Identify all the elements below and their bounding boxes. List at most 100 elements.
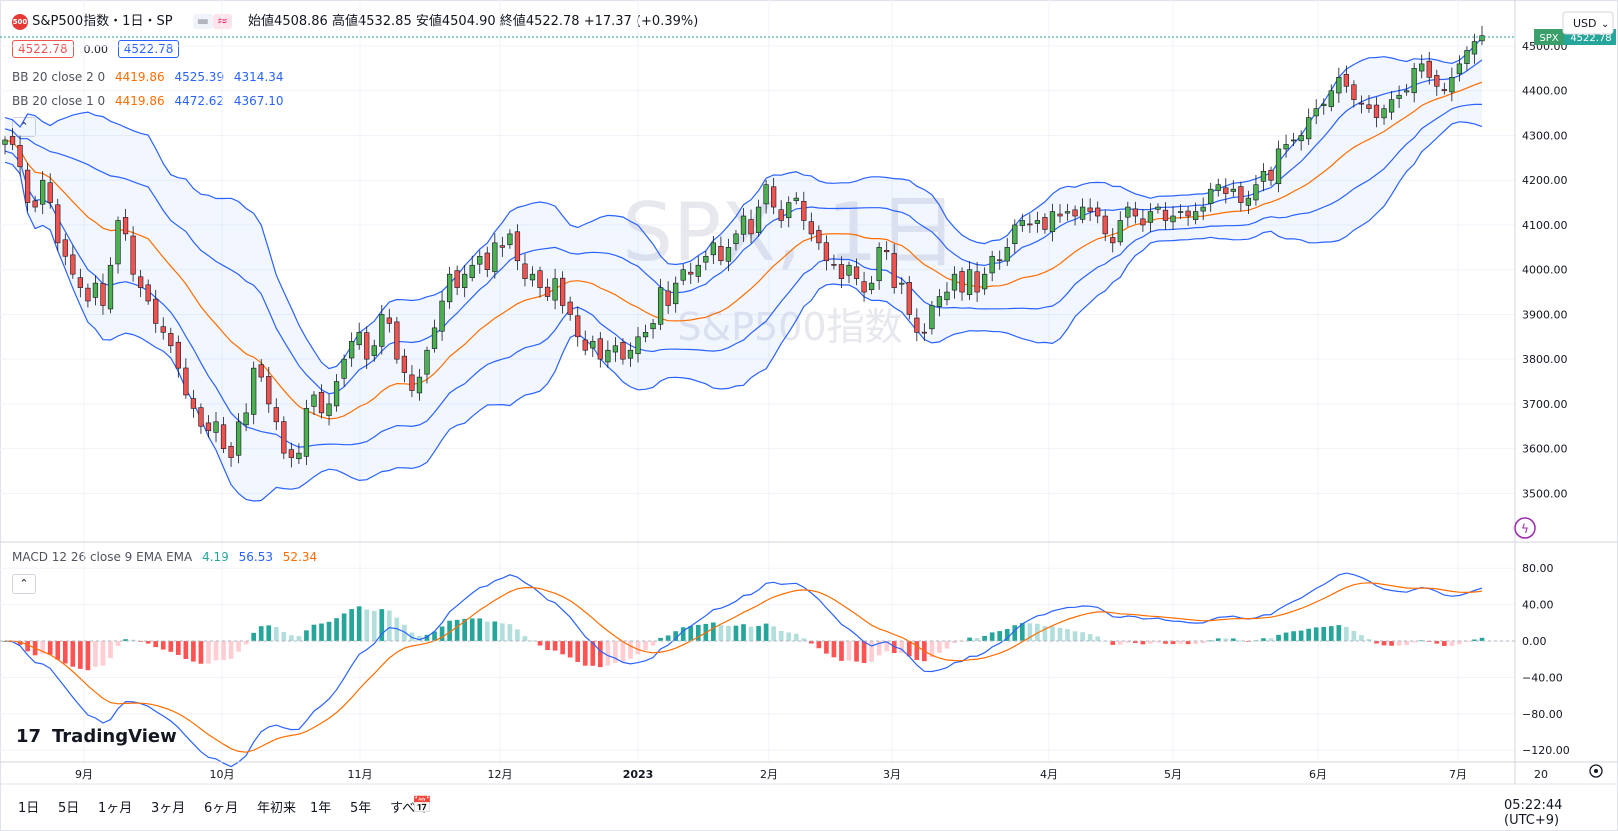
candle-body xyxy=(220,424,227,449)
macd-histogram-bar xyxy=(1328,626,1334,641)
settings-gear-icon[interactable] xyxy=(1589,764,1603,778)
macd-histogram-bar xyxy=(613,641,618,663)
time-tick-label: 3月 xyxy=(883,768,901,781)
candle-body xyxy=(213,421,219,433)
candle-body xyxy=(868,282,875,291)
symbol-title[interactable]: S&P500指数・1日・SP xyxy=(32,14,173,29)
tradingview-logo-icon[interactable]: 𝟭𝟳 xyxy=(16,726,41,747)
candle-body xyxy=(122,217,129,235)
macd-histogram-bar xyxy=(311,624,317,641)
compare-icon[interactable]: ▬ xyxy=(192,14,213,29)
macd-histogram-bar xyxy=(974,637,980,641)
currency-button[interactable] xyxy=(1562,11,1614,35)
candle-body xyxy=(484,252,490,270)
candle-body xyxy=(740,215,747,235)
time-tick-label: 5月 xyxy=(1164,768,1182,781)
macd-histogram-bar xyxy=(937,641,942,653)
price-tick-label: 4400.00 xyxy=(1522,85,1568,98)
macd-histogram-bar xyxy=(221,641,226,660)
macd-histogram-bar xyxy=(198,641,204,664)
macd-histogram-bar xyxy=(1336,625,1342,641)
macd-histogram-bar xyxy=(711,622,716,641)
timeframe-button[interactable]: 1日 xyxy=(18,801,40,816)
candle-body xyxy=(1125,206,1131,218)
candle-body xyxy=(1200,206,1206,212)
price-tick-label: 3900.00 xyxy=(1522,308,1568,321)
macd-histogram-bar xyxy=(816,641,822,649)
candle-body xyxy=(522,263,528,279)
macd-histogram-bar xyxy=(718,625,724,641)
macd-histogram-bar xyxy=(1283,632,1289,641)
macd-label: MACD 12 26 close 9 EMA EMA xyxy=(12,550,193,564)
timeframe-button[interactable]: 6ヶ月 xyxy=(204,801,239,816)
timeframe-button[interactable]: すべて xyxy=(390,801,428,816)
candle-body xyxy=(808,221,814,235)
macd-histogram-bar xyxy=(424,634,430,641)
macd-histogram-bar xyxy=(726,625,731,641)
collapse-legend-icon[interactable]: ⌃ xyxy=(12,117,36,137)
candle-body xyxy=(1419,63,1425,72)
candle-body xyxy=(1381,108,1387,119)
candle-body xyxy=(1117,220,1123,243)
timeframe-button[interactable]: 1ヶ月 xyxy=(98,801,133,816)
clock-display[interactable]: 05:22:44 (UTC+9) xyxy=(1504,798,1563,828)
bb2-basis: 4419.86 xyxy=(115,70,165,84)
price-axis[interactable]: 4500.004400.004300.004200.004100.004000.… xyxy=(1522,40,1568,500)
time-axis[interactable]: 9月 10月 11月 12月 2023 2月 3月 4月 5月 6月 7月 20 xyxy=(75,768,1548,781)
bb1-upper: 4472.62 xyxy=(174,94,225,108)
macd-histogram-bar xyxy=(763,623,769,641)
candle-body xyxy=(1027,223,1033,226)
macd-histogram-bar xyxy=(1019,623,1025,641)
candle-body xyxy=(145,284,151,302)
price-tick-label: 4300.00 xyxy=(1522,129,1568,142)
candle-body xyxy=(235,421,242,456)
timeframe-button[interactable]: 5日 xyxy=(58,801,80,816)
bb1-upper-line xyxy=(4,59,1483,395)
lightning-icon[interactable] xyxy=(1514,517,1536,539)
price-tick-label: 3700.00 xyxy=(1522,398,1568,411)
collapse-macd-icon[interactable]: ⌃ xyxy=(12,574,36,594)
bb2-legend[interactable]: BB 20 close 2 0 4419.86 4525.39 4314.34 xyxy=(12,70,284,84)
watermark-symbol: SPX, 1日 xyxy=(622,186,958,279)
change-value: +17.37 (+0.39%) xyxy=(583,14,699,29)
macd-histogram-bar xyxy=(688,626,694,641)
candle-body xyxy=(1215,184,1221,191)
candle-body xyxy=(1253,184,1259,201)
date-range-calendar-icon[interactable]: 📅 xyxy=(412,795,432,814)
macd-histogram-bar xyxy=(1178,641,1183,644)
macd-histogram-bar xyxy=(1012,625,1018,641)
macd-histogram-bar xyxy=(658,637,663,641)
macd-histogram-bar xyxy=(1419,640,1425,642)
candle-body xyxy=(831,264,837,266)
candle-body xyxy=(703,255,709,263)
macd-histogram-bar xyxy=(1072,631,1078,641)
candle-body xyxy=(1313,108,1319,117)
macd-histogram-bar xyxy=(673,631,679,641)
macd-histogram-bar xyxy=(748,626,754,641)
timeframe-button[interactable]: 年初来 xyxy=(257,801,297,816)
macd-histogram-bar xyxy=(530,640,535,642)
macd-histogram-bar xyxy=(100,641,106,666)
timeframe-button[interactable]: 3ヶ月 xyxy=(151,801,186,816)
candle-body xyxy=(1479,35,1485,42)
macd-histogram-bar xyxy=(1404,641,1409,646)
candle-body xyxy=(32,200,38,208)
macd-histogram-bar xyxy=(635,641,641,655)
time-tick-label: 9月 xyxy=(75,768,93,781)
candle-body xyxy=(303,408,310,457)
candle-body xyxy=(763,184,769,205)
candle-body xyxy=(1343,73,1349,87)
last-tag-symbol: SPX xyxy=(1539,33,1558,44)
macd-histogram-bar xyxy=(386,610,392,641)
bb1-legend[interactable]: BB 20 close 1 0 4419.86 4472.62 4367.10 xyxy=(12,94,284,108)
macd-axis[interactable]: 80.00 40.00 0.00 −40.00 −80.00 −120.00 xyxy=(1522,562,1570,757)
candle-body xyxy=(1147,211,1154,223)
candle-body xyxy=(1336,77,1342,94)
macd-histogram-bar xyxy=(1095,636,1101,641)
timeframe-button[interactable]: 5年 xyxy=(350,801,372,816)
timeframe-button[interactable]: 1年 xyxy=(310,801,332,816)
macd-histogram-bar xyxy=(1389,641,1394,646)
tradingview-brand[interactable]: TradingView xyxy=(52,726,177,747)
macd-histogram-bar xyxy=(741,624,746,641)
